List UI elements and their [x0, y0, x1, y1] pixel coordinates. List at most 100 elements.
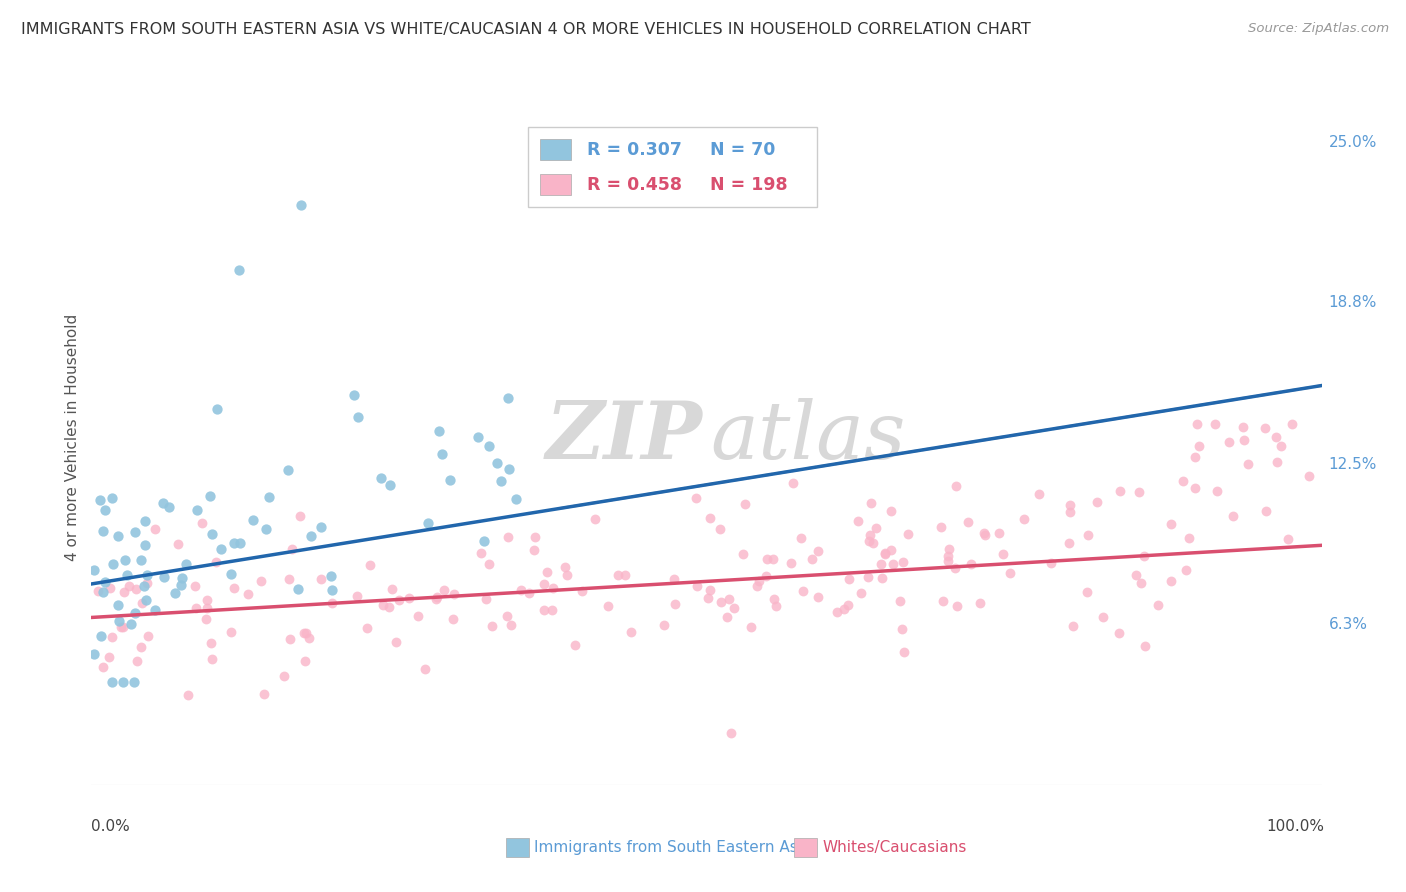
Point	[662, 573, 685, 587]
Point	[571, 584, 593, 599]
Point	[425, 592, 447, 607]
Y-axis label: 4 or more Vehicles in Household: 4 or more Vehicles in Household	[65, 313, 80, 561]
Point	[205, 402, 228, 417]
Point	[108, 614, 131, 628]
Point	[195, 601, 218, 615]
Point	[278, 632, 301, 646]
Point	[554, 560, 576, 574]
Point	[242, 513, 264, 527]
Point	[837, 598, 859, 612]
Point	[378, 600, 401, 615]
Point	[882, 557, 904, 571]
Point	[254, 522, 277, 536]
Point	[475, 591, 498, 606]
Point	[496, 609, 519, 624]
Point	[801, 552, 824, 566]
Text: 100.0%: 100.0%	[1267, 819, 1324, 834]
Point	[198, 489, 221, 503]
Point	[846, 514, 869, 528]
Point	[969, 596, 991, 610]
Point	[1281, 417, 1303, 432]
Point	[90, 629, 112, 643]
Point	[1128, 484, 1150, 499]
Point	[489, 474, 512, 488]
Point	[1188, 439, 1211, 453]
Point	[359, 558, 381, 572]
Point	[1222, 508, 1244, 523]
Point	[517, 585, 540, 599]
Point	[253, 687, 276, 701]
Point	[481, 619, 503, 633]
Point	[697, 591, 720, 605]
Point	[89, 493, 111, 508]
Point	[936, 549, 959, 563]
Point	[523, 530, 546, 544]
Point	[295, 625, 318, 640]
Point	[467, 430, 489, 444]
Point	[298, 631, 321, 645]
Point	[373, 598, 395, 612]
Point	[1160, 517, 1182, 532]
Point	[309, 572, 332, 586]
Point	[1108, 483, 1130, 498]
Point	[319, 569, 342, 583]
Point	[1160, 574, 1182, 588]
Point	[1063, 619, 1085, 633]
Point	[83, 564, 105, 578]
Point	[378, 477, 401, 491]
Point	[426, 590, 449, 604]
Point	[380, 582, 402, 596]
Point	[1125, 568, 1147, 582]
Point	[807, 591, 830, 605]
Point	[186, 601, 208, 615]
Point	[763, 591, 786, 606]
Text: R = 0.307: R = 0.307	[588, 141, 682, 159]
Point	[865, 521, 887, 535]
Point	[1218, 435, 1240, 450]
Point	[177, 689, 200, 703]
Point	[134, 514, 156, 528]
Point	[1204, 417, 1226, 432]
Point	[1178, 531, 1201, 545]
Point	[110, 620, 132, 634]
Point	[153, 570, 176, 584]
Point	[1298, 469, 1320, 483]
Point	[134, 537, 156, 551]
Point	[1076, 585, 1098, 599]
Point	[1133, 549, 1156, 563]
Point	[124, 582, 146, 596]
Point	[236, 587, 259, 601]
Point	[163, 585, 186, 599]
Point	[93, 524, 115, 538]
Point	[607, 568, 630, 582]
Point	[127, 654, 149, 668]
Point	[370, 471, 392, 485]
Point	[186, 502, 208, 516]
Text: Whites/Caucasians: Whites/Caucasians	[823, 840, 967, 855]
Point	[945, 479, 967, 493]
Point	[287, 582, 309, 596]
Point	[720, 726, 742, 740]
Point	[443, 587, 465, 601]
Point	[406, 609, 429, 624]
Point	[135, 593, 157, 607]
Point	[988, 525, 1011, 540]
Point	[277, 463, 299, 477]
Point	[143, 603, 166, 617]
Bar	[540, 174, 571, 195]
Point	[943, 561, 966, 575]
Point	[441, 611, 464, 625]
Point	[433, 583, 456, 598]
Point	[1265, 455, 1288, 469]
Point	[120, 617, 142, 632]
Point	[346, 589, 368, 603]
Point	[101, 674, 124, 689]
Point	[862, 536, 884, 550]
Point	[1256, 504, 1278, 518]
Point	[870, 571, 893, 585]
Point	[385, 635, 408, 649]
Point	[748, 574, 770, 589]
Point	[498, 530, 520, 544]
Point	[893, 645, 915, 659]
Point	[478, 558, 501, 572]
